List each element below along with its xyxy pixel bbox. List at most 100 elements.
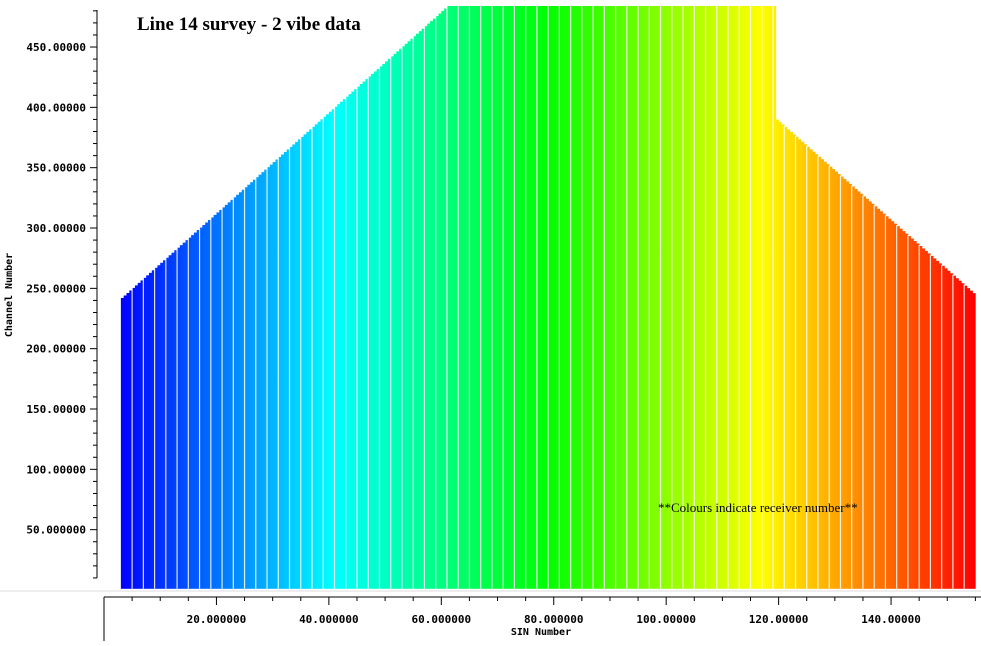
sin-column: [792, 134, 796, 589]
sin-column: [528, 6, 532, 589]
sin-column: [517, 6, 521, 589]
sin-column: [781, 124, 785, 589]
sin-column: [834, 171, 838, 589]
sin-column: [399, 48, 403, 589]
sin-column: [966, 288, 971, 589]
sin-column: [851, 186, 855, 589]
sin-column: [179, 245, 183, 589]
sin-column: [629, 6, 633, 589]
sin-column: [348, 94, 352, 589]
sin-column: [607, 6, 611, 589]
sin-column: [542, 6, 546, 589]
sin-column: [416, 33, 420, 589]
sin-column: [643, 6, 647, 589]
sin-column: [778, 121, 782, 589]
sin-column: [719, 6, 723, 589]
sin-column: [539, 6, 543, 589]
sin-column: [168, 255, 172, 589]
sin-column: [618, 6, 622, 589]
sin-column: [252, 179, 257, 589]
sin-column: [728, 6, 732, 589]
sin-column: [635, 6, 639, 589]
sin-column: [458, 6, 462, 589]
sin-column: [680, 6, 684, 589]
sin-column: [916, 243, 920, 589]
sin-column: [171, 252, 175, 589]
sin-column: [146, 275, 150, 589]
sin-column: [775, 119, 779, 589]
sin-column: [267, 167, 271, 589]
sin-column: [683, 6, 687, 589]
x-tick-label: 40.000000: [299, 613, 359, 626]
sin-column: [196, 230, 200, 589]
sin-column: [862, 196, 867, 589]
sin-column: [224, 204, 228, 589]
y-tick-label: 250.00000: [26, 282, 86, 295]
sin-column: [722, 6, 726, 589]
sin-column: [233, 197, 237, 589]
sin-column: [522, 6, 526, 589]
sin-column: [753, 6, 757, 589]
sin-column: [801, 141, 805, 589]
sin-column: [556, 6, 560, 589]
sin-column: [432, 18, 436, 589]
sin-column: [952, 275, 956, 589]
sin-column: [961, 283, 965, 589]
sin-column: [469, 6, 473, 589]
sin-column: [885, 216, 889, 589]
sin-column: [401, 46, 406, 589]
sin-column: [590, 6, 594, 589]
sin-column: [553, 6, 557, 589]
sin-column: [295, 141, 299, 589]
sin-column: [368, 76, 372, 589]
sin-column: [387, 58, 392, 589]
sin-column: [289, 146, 293, 589]
sin-column: [604, 6, 608, 589]
sin-column: [969, 290, 973, 589]
sin-column: [272, 162, 276, 589]
sin-column: [177, 247, 181, 589]
sin-column: [441, 11, 445, 589]
sin-column: [941, 265, 945, 589]
sin-column: [165, 257, 169, 589]
sin-column: [621, 6, 625, 589]
sin-column: [573, 6, 577, 589]
sin-column: [362, 81, 366, 589]
sin-column: [475, 6, 479, 589]
sin-column: [300, 136, 304, 589]
sin-column: [927, 253, 931, 589]
sin-column: [148, 272, 153, 589]
sin-column: [427, 23, 431, 589]
sin-column: [812, 151, 816, 589]
sin-column: [663, 6, 667, 589]
sin-column: [598, 6, 602, 589]
sin-column: [674, 6, 678, 589]
sin-column: [677, 6, 681, 589]
sin-column: [536, 6, 540, 589]
sin-column: [489, 6, 493, 589]
sin-column: [331, 109, 335, 589]
sin-column: [151, 270, 155, 589]
sin-column: [354, 89, 358, 589]
sin-column: [123, 295, 127, 589]
sin-column: [382, 63, 386, 589]
sin-column: [550, 6, 555, 589]
sin-column: [806, 146, 810, 589]
sin-column: [955, 278, 959, 589]
sin-column: [210, 217, 214, 589]
sin-column: [222, 207, 226, 589]
sin-column: [742, 6, 746, 589]
y-tick-label: 50.000000: [26, 524, 86, 537]
sin-column: [134, 285, 139, 589]
sin-column: [882, 213, 886, 589]
sin-column: [576, 6, 580, 589]
sin-column: [143, 277, 147, 589]
sin-column: [160, 262, 164, 589]
sin-column: [444, 8, 448, 589]
sin-column: [899, 228, 903, 589]
sin-column: [666, 6, 670, 589]
sin-column: [947, 270, 951, 589]
sin-column: [379, 66, 383, 589]
sin-column: [958, 280, 962, 589]
